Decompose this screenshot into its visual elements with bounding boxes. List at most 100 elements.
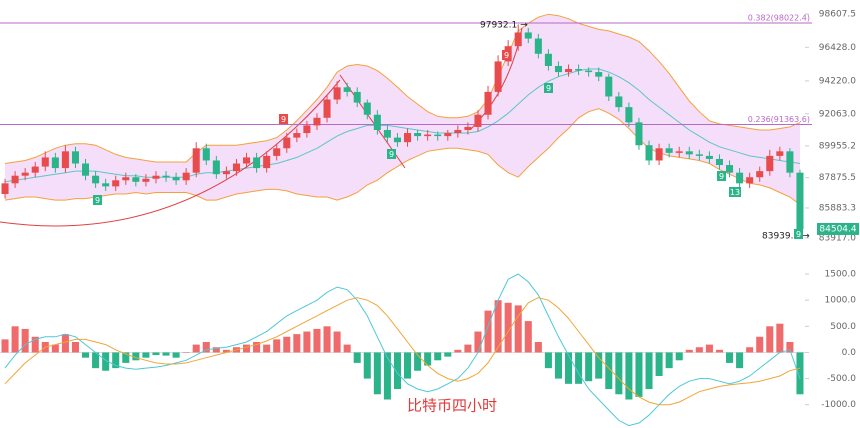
candle-body bbox=[303, 125, 311, 134]
candle-body bbox=[645, 145, 653, 161]
candle-body bbox=[263, 155, 271, 169]
macd-bar bbox=[383, 352, 391, 400]
macd-bar bbox=[474, 331, 482, 353]
badge-text: 9 bbox=[796, 230, 801, 239]
candle-body bbox=[353, 91, 361, 103]
candle-body bbox=[31, 166, 39, 173]
badge bbox=[544, 83, 553, 93]
macd-bar bbox=[112, 352, 120, 369]
badge-text: 9 bbox=[719, 172, 724, 181]
macd-bar bbox=[192, 344, 200, 353]
candle-body bbox=[685, 151, 693, 155]
macd-bar bbox=[182, 352, 190, 353]
last-price-tag bbox=[817, 222, 859, 235]
badge bbox=[93, 195, 102, 205]
macd-bar bbox=[212, 347, 220, 353]
y-tick-label: 1000.0 bbox=[825, 296, 857, 306]
candle-body bbox=[595, 72, 603, 77]
candle-body bbox=[705, 155, 713, 159]
macd-bar bbox=[605, 352, 613, 390]
badge-text: 13 bbox=[730, 188, 740, 197]
macd-bar bbox=[726, 352, 734, 363]
macd-bar bbox=[303, 331, 311, 353]
macd-bar bbox=[313, 328, 321, 353]
macd-bar bbox=[323, 326, 331, 353]
bollinger-middle bbox=[4, 68, 801, 183]
macd-bar bbox=[695, 347, 703, 353]
macd-bar bbox=[202, 341, 210, 353]
candle-body bbox=[142, 178, 150, 182]
candle-body bbox=[715, 158, 723, 166]
y-tick-label: 87875.5 bbox=[819, 173, 856, 183]
candle-body bbox=[253, 157, 261, 169]
y-tick-label: -1000.0 bbox=[821, 400, 856, 410]
macd-bar bbox=[51, 344, 59, 353]
candle-body bbox=[293, 133, 301, 138]
badge-text: 9 bbox=[389, 150, 394, 159]
macd-bar bbox=[585, 352, 593, 382]
candle-body bbox=[383, 129, 391, 138]
macd-bar bbox=[575, 352, 583, 384]
macd-dea bbox=[4, 297, 801, 406]
macd-bar bbox=[484, 310, 492, 353]
macd-bar bbox=[554, 352, 562, 379]
macd-bar bbox=[635, 352, 643, 397]
candle-body bbox=[182, 172, 190, 181]
candle-body bbox=[615, 96, 623, 108]
macd-bar bbox=[645, 352, 653, 390]
plot: 0.382(98022.4) 0.236(91363.6) 98607.5 96428… bbox=[0, 10, 859, 427]
macd-bar bbox=[736, 352, 744, 369]
macd-bar bbox=[222, 349, 230, 353]
macd-bar bbox=[132, 352, 140, 361]
y-tick-label: 0.0 bbox=[842, 348, 857, 358]
candle-body bbox=[343, 87, 351, 92]
y-tick-label: 85883.3 bbox=[819, 203, 856, 213]
candle-body bbox=[554, 65, 562, 73]
macd-bar bbox=[162, 352, 170, 356]
fib-label: 0.382(98022.4) bbox=[748, 13, 810, 22]
macd-bar bbox=[92, 352, 100, 369]
candle-body bbox=[313, 117, 321, 126]
candle-body bbox=[273, 148, 281, 156]
candle-body bbox=[333, 87, 341, 100]
badge bbox=[279, 114, 288, 124]
macd-bar bbox=[82, 352, 90, 358]
candle-body bbox=[243, 157, 251, 164]
macd-bar bbox=[414, 352, 422, 371]
y-tick-label: 98607.5 bbox=[819, 10, 856, 20]
candle-body bbox=[796, 172, 804, 230]
candle-body bbox=[92, 175, 100, 184]
candle-body bbox=[414, 133, 422, 137]
macd-bar bbox=[625, 352, 633, 400]
macd-bar bbox=[142, 352, 150, 358]
macd-bar bbox=[524, 321, 532, 353]
macd-bar bbox=[243, 344, 251, 353]
macd-bar bbox=[595, 352, 603, 379]
candle-body bbox=[132, 177, 140, 182]
candle-body bbox=[162, 175, 170, 178]
macd-bar bbox=[534, 341, 542, 353]
macd-bar bbox=[343, 344, 351, 353]
candle-body bbox=[565, 69, 573, 73]
candle-body bbox=[112, 180, 120, 187]
candle-body bbox=[373, 114, 381, 130]
candle-body bbox=[122, 177, 130, 181]
macd-bar bbox=[293, 334, 301, 353]
candle-body bbox=[484, 91, 492, 115]
candle-body bbox=[192, 148, 200, 173]
candle-body bbox=[514, 32, 522, 47]
bollinger-fill bbox=[5, 14, 800, 205]
y-tick-label: 96428.0 bbox=[819, 43, 856, 53]
last-price-label: 84504.4 bbox=[819, 224, 856, 234]
macd-bar bbox=[514, 305, 522, 353]
macd-bar bbox=[353, 352, 361, 363]
bollinger-lower bbox=[4, 108, 801, 206]
candle-body bbox=[202, 148, 210, 161]
high-annotation: 97932.1 → bbox=[480, 21, 528, 31]
macd-bar bbox=[434, 352, 442, 361]
candle-body bbox=[494, 61, 502, 92]
macd-bar bbox=[655, 352, 663, 376]
y-tick-label: 94220.0 bbox=[819, 76, 856, 86]
macd-bar bbox=[675, 352, 683, 361]
